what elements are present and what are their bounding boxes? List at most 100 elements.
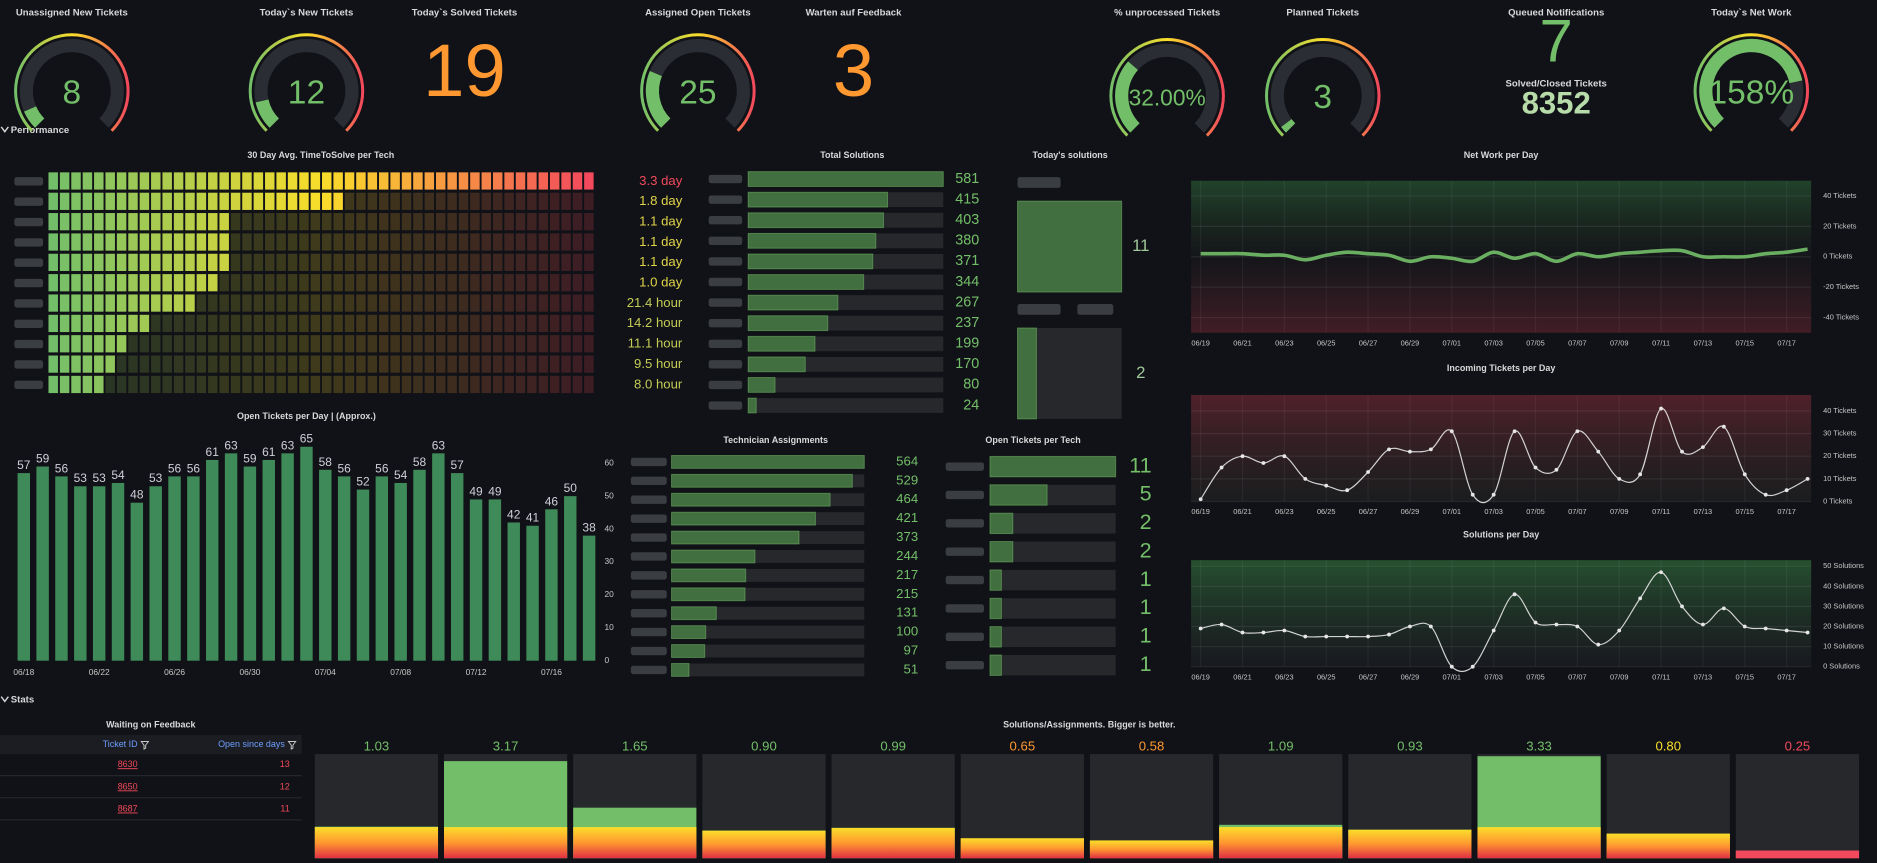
section-title[interactable]: Performance <box>11 125 69 136</box>
section-title[interactable]: Stats <box>11 695 34 706</box>
stat-title: % unprocessed Tickets <box>1114 8 1220 19</box>
value-label: 0.93 <box>1397 738 1423 753</box>
x-tick-label: 07/09 <box>1610 338 1629 347</box>
column-header[interactable]: Open since days <box>218 739 285 749</box>
blurred-name <box>630 627 667 637</box>
lcd-cell <box>59 375 70 394</box>
y-tick-label: 20 <box>605 589 615 599</box>
bar-track <box>671 644 865 658</box>
bar-track <box>671 663 865 677</box>
lcd-cell <box>173 335 184 353</box>
y-tick-label: 0 Tickets <box>1823 252 1853 261</box>
bar <box>582 535 596 661</box>
lcd-cell <box>105 253 115 271</box>
blurred-name <box>14 197 44 206</box>
x-tick-label: 07/05 <box>1526 507 1545 516</box>
blurred-name <box>14 299 44 308</box>
bar <box>747 356 806 373</box>
point <box>1449 664 1454 669</box>
lcd-cell <box>492 375 503 394</box>
lcd-cell <box>435 213 446 231</box>
lcd-cell <box>299 375 309 394</box>
x-tick-label: 07/15 <box>1736 672 1755 681</box>
bar-track <box>989 654 1116 676</box>
lcd-cell <box>435 192 446 210</box>
lcd-cell <box>230 355 241 373</box>
lcd-cell <box>333 355 343 373</box>
bar <box>1348 829 1472 859</box>
lcd-cell <box>208 233 218 251</box>
value-label: 1.1 day <box>639 254 683 269</box>
lcd-cell <box>390 233 400 251</box>
lcd-cell <box>356 335 366 353</box>
lcd-cell <box>196 314 207 333</box>
lcd-cell <box>287 355 298 373</box>
x-tick-label: 07/11 <box>1652 507 1670 516</box>
lcd-cell <box>276 172 286 190</box>
bar <box>747 212 884 229</box>
lcd-cell <box>253 274 264 292</box>
lcd-cell <box>504 375 514 394</box>
stat-title: Warten auf Feedback <box>806 8 903 19</box>
value-label: 42 <box>507 507 521 521</box>
lcd-cell <box>344 233 355 251</box>
filter-icon[interactable] <box>287 741 297 750</box>
ticket-link[interactable]: 8650 <box>118 781 138 791</box>
collapse-caret[interactable] <box>0 126 9 133</box>
lcd-cell <box>82 294 93 312</box>
lcd-cell <box>492 294 503 312</box>
stat-value: 3 <box>833 29 874 112</box>
bar-glow <box>702 830 826 859</box>
filter-icon[interactable] <box>140 741 150 750</box>
blurred-name <box>630 457 667 467</box>
plot-area <box>1191 394 1812 502</box>
x-tick-label: 06/18 <box>13 667 34 677</box>
lcd-cell <box>322 355 332 373</box>
ticket-link[interactable]: 8687 <box>118 804 138 814</box>
bar <box>1219 824 1343 859</box>
blurred-name <box>630 552 667 561</box>
point <box>1638 596 1643 601</box>
lcd-cell <box>299 314 309 333</box>
lcd-cell <box>105 375 115 394</box>
x-tick-label: 07/16 <box>541 667 562 677</box>
lcd-cell <box>572 314 583 333</box>
blurred-name <box>14 339 44 349</box>
lcd-cell <box>116 274 127 292</box>
lcd-cell <box>367 213 378 231</box>
blurred-name <box>14 319 44 328</box>
blurred-name <box>945 661 984 670</box>
x-tick-label: 07/01 <box>1443 338 1462 347</box>
lcd-cell <box>344 213 355 231</box>
lcd-cell <box>367 314 378 333</box>
lcd-cell <box>230 314 241 333</box>
lcd-cell <box>276 355 286 373</box>
lcd-cell <box>492 335 503 353</box>
value-label: 1 <box>1140 652 1152 676</box>
gauge-fill <box>255 99 280 128</box>
bar <box>1017 200 1123 293</box>
value-label: 54 <box>394 468 408 482</box>
cell-value: 11 <box>280 804 289 814</box>
collapse-caret[interactable] <box>0 696 9 703</box>
lcd-cell <box>515 233 526 251</box>
lcd-cell <box>424 314 435 333</box>
lcd-cell <box>139 274 150 292</box>
lcd-cell <box>458 172 469 190</box>
bar <box>149 486 162 661</box>
x-tick-label: 06/23 <box>1275 507 1294 516</box>
lcd-cell <box>208 355 218 373</box>
bar-glow <box>831 827 955 859</box>
lcd-cell <box>230 213 241 231</box>
lcd-cell <box>82 375 93 394</box>
bar <box>960 838 1084 859</box>
lcd-cell <box>322 294 332 312</box>
lcd-cell <box>504 233 514 251</box>
lcd-cell <box>401 314 412 333</box>
lcd-cell <box>527 213 537 231</box>
point <box>1219 622 1224 627</box>
y-tick-label: 0 Solutions <box>1823 662 1860 671</box>
ticket-link[interactable]: 8630 <box>118 759 138 769</box>
column-header[interactable]: Ticket ID <box>103 739 139 749</box>
lcd-cell <box>219 213 229 231</box>
